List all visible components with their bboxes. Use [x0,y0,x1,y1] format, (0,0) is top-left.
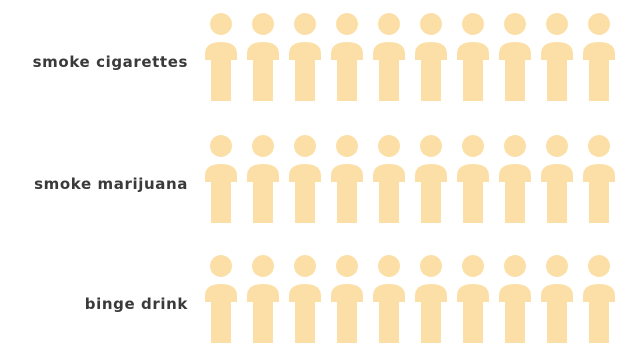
row-label-binge-drink: binge drink [85,295,189,313]
person-icon [457,13,489,101]
person-icon [331,255,363,343]
person-icon [541,135,573,223]
person-icon [583,255,615,343]
person-icon [499,135,531,223]
person-icon [205,255,237,343]
icon-row-binge-drink [205,255,615,343]
icon-row-smoke-marijuana [205,135,615,223]
person-icon [499,13,531,101]
person-icon [499,255,531,343]
person-icon [205,13,237,101]
person-icon [583,13,615,101]
person-icon [289,135,321,223]
person-icon [205,135,237,223]
person-icon [541,13,573,101]
row-labels: smoke cigarettes smoke marijuana binge dri… [33,53,189,313]
person-icon [289,13,321,101]
person-icon [457,135,489,223]
row-label-smoke-cigarettes: smoke cigarettes [33,53,188,71]
person-icon [331,135,363,223]
row-label-smoke-marijuana: smoke marijuana [34,175,188,193]
icon-row-smoke-cigarettes [205,13,615,101]
person-icon [373,255,405,343]
person-icon [247,255,279,343]
person-icon [541,255,573,343]
person-icon [373,13,405,101]
person-icon [415,13,447,101]
icon-rows [205,13,615,343]
person-icon [373,135,405,223]
person-icon [289,255,321,343]
person-icon [415,255,447,343]
person-icon [331,13,363,101]
person-icon [247,13,279,101]
person-icon [583,135,615,223]
person-icon [457,255,489,343]
person-icon [415,135,447,223]
person-icon [247,135,279,223]
